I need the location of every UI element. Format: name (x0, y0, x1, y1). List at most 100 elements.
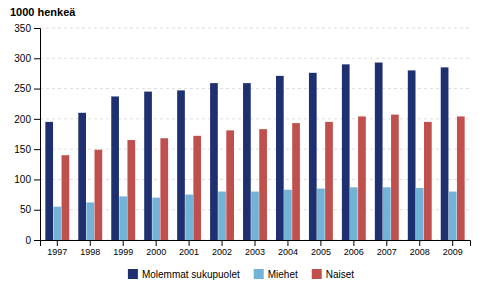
bar (127, 140, 135, 240)
y-tick: 0 (25, 235, 40, 246)
grid-line (40, 118, 470, 119)
bar (111, 96, 119, 240)
x-tick: 1997 (47, 240, 67, 257)
x-tick-label: 1999 (113, 247, 133, 257)
bar (78, 113, 86, 240)
bar (259, 129, 267, 240)
x-tick-mark (189, 240, 190, 246)
x-tick-mark (222, 240, 223, 246)
bar (375, 63, 383, 240)
bar (177, 90, 185, 240)
x-tick-label: 1997 (47, 247, 67, 257)
y-tick-mark (34, 89, 40, 90)
grid-line (40, 149, 470, 150)
x-tick-mark (320, 240, 321, 246)
x-axis-line (41, 241, 471, 247)
x-tick-mark (123, 240, 124, 246)
x-tick: 2007 (377, 240, 397, 257)
grid-line (40, 179, 470, 180)
bars (45, 63, 464, 240)
x-tick-label: 2004 (278, 247, 298, 257)
grid (40, 28, 470, 240)
x-axis: 1997199819992000200120022003200420052006… (41, 240, 471, 257)
bar (416, 188, 424, 240)
y-tick-label: 50 (20, 204, 32, 215)
bar (391, 115, 399, 240)
y-tick-mark (34, 240, 40, 241)
legend-swatch (312, 269, 322, 279)
bar (309, 73, 317, 240)
y-axis-label: 1000 henkeä (10, 6, 76, 18)
y-tick-label: 300 (14, 53, 31, 64)
x-tick-label: 2006 (344, 247, 364, 257)
y-tick-label: 100 (14, 174, 31, 185)
bar (210, 83, 218, 240)
bar (358, 116, 366, 240)
x-tick-label: 2002 (212, 247, 232, 257)
x-tick-mark (353, 240, 354, 246)
y-tick-label: 250 (14, 83, 31, 94)
chart: 0501001502002503003501997199819992000200… (0, 0, 482, 290)
x-tick: 2006 (344, 240, 364, 257)
x-tick-label: 2003 (245, 247, 265, 257)
legend: Molemmat sukupuolet Miehet Naiset (128, 269, 354, 280)
bar (160, 138, 168, 240)
bar (276, 76, 284, 240)
x-tick: 1998 (80, 240, 100, 257)
x-tick: 2004 (278, 240, 298, 257)
legend-swatch (254, 269, 264, 279)
y-tick-label: 200 (14, 114, 31, 125)
bar (251, 192, 259, 240)
bar (193, 136, 201, 240)
x-tick-label: 2005 (311, 247, 331, 257)
bar (441, 67, 449, 240)
x-tick: 2001 (179, 240, 199, 257)
y-tick-label: 150 (14, 144, 31, 155)
legend-item: Molemmat sukupuolet (128, 269, 240, 280)
bar (86, 202, 94, 240)
x-tick-label: 2007 (377, 247, 397, 257)
x-tick-mark (419, 240, 420, 246)
y-tick-mark (34, 179, 40, 180)
bar (95, 150, 103, 240)
x-tick-label: 1998 (80, 247, 100, 257)
legend-label: Molemmat sukupuolet (142, 269, 240, 280)
bar-series (45, 63, 448, 240)
legend-item: Miehet (254, 269, 298, 280)
x-tick: 1999 (113, 240, 133, 257)
bar (226, 130, 234, 240)
y-tick: 50 (20, 204, 40, 215)
legend-item: Naiset (312, 269, 355, 280)
bar (457, 116, 465, 240)
x-tick-mark (156, 240, 157, 246)
grid-line (40, 88, 470, 89)
y-tick-mark (34, 58, 40, 59)
bar-series (62, 115, 465, 240)
y-tick-label: 0 (25, 235, 31, 246)
plot: 0501001502002503003501997199819992000200… (14, 23, 470, 258)
x-tick-label: 2009 (443, 247, 463, 257)
bar (119, 196, 127, 240)
bar (62, 155, 70, 240)
bar (424, 122, 432, 240)
x-tick: 2003 (245, 240, 265, 257)
y-tick: 150 (14, 144, 40, 155)
x-tick-mark (386, 240, 387, 246)
x-tick: 2005 (311, 240, 331, 257)
x-tick-mark (452, 240, 453, 246)
y-axis-line (34, 29, 41, 241)
grid-line (40, 58, 470, 59)
bar (317, 189, 325, 240)
y-tick: 250 (14, 83, 40, 94)
bar (350, 187, 358, 240)
bar (383, 187, 391, 240)
y-tick-mark (34, 210, 40, 211)
bar (292, 123, 300, 240)
x-tick-mark (90, 240, 91, 246)
x-tick-mark (57, 240, 58, 246)
x-tick-label: 2008 (410, 247, 430, 257)
legend-label: Naiset (326, 269, 355, 280)
x-tick-mark (255, 240, 256, 246)
y-tick-mark (34, 119, 40, 120)
y-tick: 350 (14, 23, 40, 34)
